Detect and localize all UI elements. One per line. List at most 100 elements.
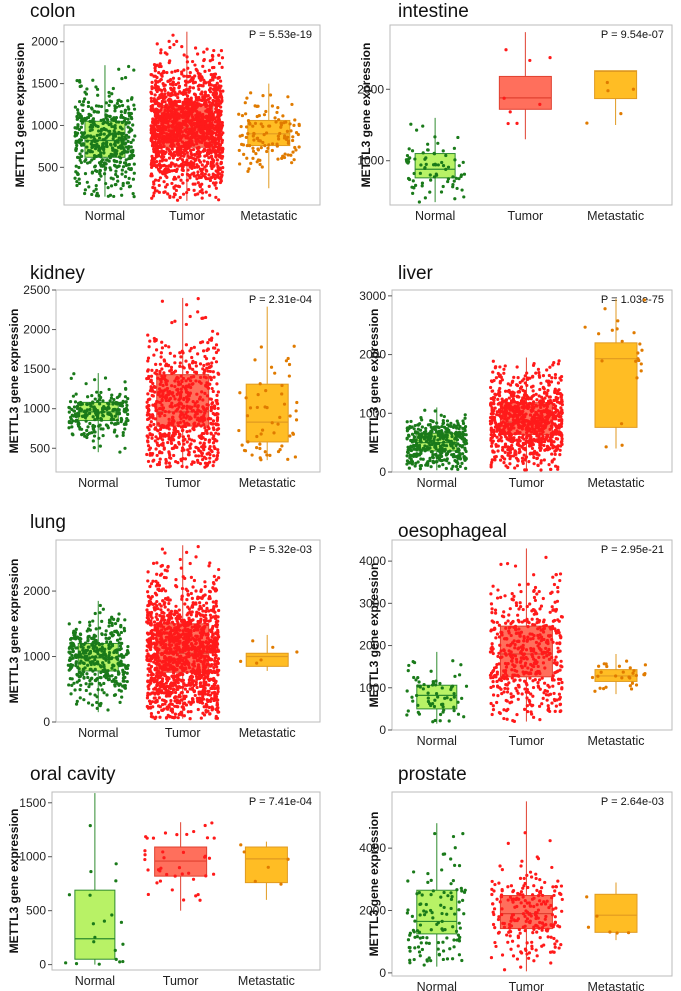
- data-point: [409, 454, 413, 458]
- data-point: [504, 464, 508, 468]
- data-point: [547, 415, 551, 419]
- data-point: [195, 69, 199, 73]
- data-point: [503, 364, 507, 368]
- data-point: [220, 56, 225, 60]
- data-point: [535, 398, 539, 402]
- data-point: [510, 423, 514, 427]
- data-point: [89, 404, 93, 408]
- data-point: [189, 161, 193, 165]
- data-point: [89, 142, 93, 146]
- data-point: [245, 96, 249, 100]
- data-point: [88, 411, 92, 416]
- data-point: [259, 458, 263, 462]
- data-point: [94, 104, 99, 108]
- data-point: [110, 679, 114, 683]
- data-point: [131, 138, 135, 142]
- data-point: [536, 463, 540, 467]
- data-point: [516, 439, 520, 444]
- data-point: [457, 177, 461, 181]
- data-point: [74, 164, 78, 168]
- data-point: [491, 450, 495, 454]
- data-point: [246, 119, 251, 123]
- data-point: [205, 407, 209, 411]
- data-point: [96, 93, 100, 97]
- data-point: [150, 139, 154, 144]
- box-metastatic: [594, 70, 638, 100]
- data-point: [92, 153, 97, 158]
- data-point: [123, 395, 128, 399]
- data-point: [164, 382, 169, 387]
- data-point: [203, 93, 207, 97]
- data-point: [160, 438, 165, 442]
- data-point: [419, 163, 423, 167]
- data-point: [546, 420, 550, 424]
- data-point: [560, 418, 564, 422]
- data-point: [106, 186, 110, 190]
- data-point: [155, 453, 159, 458]
- data-point: [209, 397, 213, 401]
- data-point: [206, 417, 210, 421]
- data-point: [90, 431, 94, 435]
- data-point: [216, 448, 220, 452]
- data-point: [451, 446, 455, 450]
- data-point: [535, 430, 539, 434]
- data-point: [82, 135, 86, 140]
- data-point: [452, 146, 457, 150]
- data-point: [162, 371, 166, 375]
- data-point: [111, 137, 115, 141]
- data-point: [552, 440, 556, 444]
- data-point: [193, 100, 197, 104]
- data-point: [164, 164, 168, 168]
- data-point: [411, 191, 415, 195]
- data-point: [180, 464, 184, 468]
- y-tick-label: 1000: [357, 154, 384, 168]
- data-point: [497, 392, 501, 396]
- y-tick-label: 500: [30, 441, 50, 455]
- data-point: [129, 149, 133, 154]
- data-point: [116, 179, 120, 183]
- data-point: [530, 409, 534, 413]
- data-point: [160, 346, 164, 350]
- data-point: [158, 371, 162, 375]
- data-point: [164, 114, 168, 118]
- data-point: [193, 404, 197, 408]
- data-point: [182, 419, 186, 423]
- data-point: [126, 412, 130, 416]
- data-point: [520, 412, 524, 416]
- data-point: [446, 423, 450, 427]
- data-point: [202, 414, 206, 418]
- data-point: [558, 392, 562, 396]
- data-point: [513, 466, 517, 470]
- data-point: [164, 465, 169, 469]
- data-point: [205, 348, 209, 352]
- data-point: [92, 135, 96, 139]
- data-point: [160, 74, 164, 78]
- data-point: [458, 457, 463, 461]
- data-point: [203, 165, 207, 169]
- data-point: [118, 125, 123, 129]
- data-point: [187, 187, 191, 192]
- data-point: [427, 434, 431, 438]
- data-point: [197, 98, 201, 102]
- data-point: [166, 390, 170, 394]
- data-point: [132, 195, 136, 199]
- data-point: [119, 416, 123, 421]
- data-point: [283, 152, 287, 156]
- data-point: [159, 155, 164, 159]
- data-point: [503, 443, 507, 447]
- data-point: [107, 103, 111, 107]
- data-point: [80, 121, 84, 125]
- data-point: [557, 430, 561, 434]
- data-point: [200, 131, 204, 135]
- data-point: [149, 124, 153, 128]
- data-point: [177, 76, 181, 81]
- data-point: [421, 457, 425, 461]
- data-point: [198, 395, 202, 399]
- data-point: [146, 392, 150, 396]
- data-point: [244, 112, 248, 116]
- data-point: [176, 152, 180, 156]
- data-point: [119, 136, 123, 141]
- data-point: [200, 76, 204, 80]
- data-point: [82, 410, 86, 414]
- y-axis-label: METTL3 gene expression: [13, 43, 27, 188]
